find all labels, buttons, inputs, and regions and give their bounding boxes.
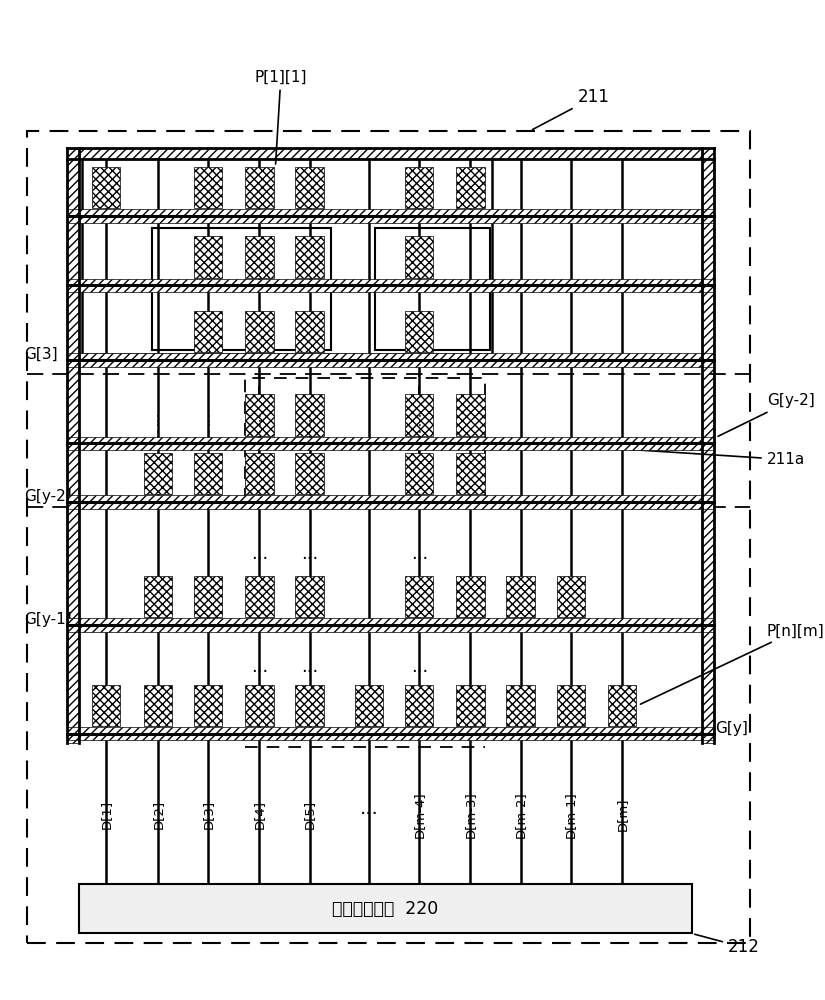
Bar bbox=[702, 148, 714, 743]
Text: D[2]: D[2] bbox=[152, 800, 164, 829]
Text: D[1]: D[1] bbox=[100, 800, 112, 829]
Bar bbox=[194, 576, 223, 617]
Text: 211a: 211a bbox=[491, 441, 805, 467]
Bar bbox=[92, 167, 120, 208]
Bar bbox=[405, 311, 433, 352]
Text: G[y-2]: G[y-2] bbox=[24, 489, 72, 504]
Text: ⋮
⋮: ⋮ ⋮ bbox=[412, 414, 427, 444]
Text: D[5]: D[5] bbox=[303, 800, 316, 829]
Bar bbox=[507, 685, 535, 726]
Bar bbox=[456, 453, 484, 494]
Bar bbox=[67, 437, 714, 450]
Text: ···: ··· bbox=[301, 663, 318, 681]
Text: D[4]: D[4] bbox=[252, 800, 266, 829]
Bar bbox=[194, 236, 223, 278]
Bar bbox=[67, 209, 714, 223]
Bar bbox=[245, 576, 274, 617]
Text: P[1][1]: P[1][1] bbox=[255, 70, 307, 164]
Bar bbox=[67, 353, 714, 367]
Bar bbox=[67, 495, 714, 509]
Text: G[y-2]: G[y-2] bbox=[718, 393, 814, 436]
Bar bbox=[405, 236, 433, 278]
Bar bbox=[405, 453, 433, 494]
Text: D[3]: D[3] bbox=[202, 800, 214, 829]
Text: ···: ··· bbox=[411, 663, 428, 681]
Bar bbox=[194, 311, 223, 352]
Bar bbox=[245, 394, 274, 436]
Bar bbox=[405, 576, 433, 617]
Text: G[3]: G[3] bbox=[24, 347, 57, 362]
Bar bbox=[26, 131, 750, 943]
Bar bbox=[295, 167, 323, 208]
Bar bbox=[295, 453, 323, 494]
Text: ⋮
⋮: ⋮ ⋮ bbox=[252, 414, 266, 444]
Text: ···: ··· bbox=[251, 663, 268, 681]
Bar bbox=[144, 453, 172, 494]
Text: D[m-3]: D[m-3] bbox=[464, 791, 477, 838]
Text: G[y]: G[y] bbox=[715, 721, 748, 736]
Bar bbox=[194, 167, 223, 208]
Bar bbox=[456, 685, 484, 726]
Bar bbox=[144, 576, 172, 617]
Bar bbox=[245, 311, 274, 352]
Bar bbox=[375, 228, 490, 350]
Bar bbox=[67, 148, 78, 743]
Text: ···: ··· bbox=[411, 550, 428, 568]
Text: G[y-1]: G[y-1] bbox=[24, 612, 72, 627]
Text: ···: ··· bbox=[301, 550, 318, 568]
Bar bbox=[78, 884, 692, 933]
Bar bbox=[456, 394, 484, 436]
Text: D[m]: D[m] bbox=[615, 797, 629, 831]
Bar bbox=[405, 685, 433, 726]
Bar bbox=[67, 618, 714, 632]
Text: D[m-2]: D[m-2] bbox=[514, 791, 527, 838]
Bar bbox=[245, 378, 484, 503]
Bar bbox=[144, 685, 172, 726]
Bar bbox=[245, 685, 274, 726]
Bar bbox=[295, 576, 323, 617]
Bar bbox=[67, 279, 714, 292]
Bar bbox=[295, 394, 323, 436]
Text: 212: 212 bbox=[695, 934, 760, 956]
Bar bbox=[405, 394, 433, 436]
Bar bbox=[245, 236, 274, 278]
Text: ···: ··· bbox=[251, 550, 268, 568]
Bar bbox=[245, 453, 274, 494]
Bar bbox=[82, 157, 493, 354]
Bar bbox=[92, 685, 120, 726]
Bar bbox=[245, 167, 274, 208]
Bar bbox=[295, 685, 323, 726]
Text: ⋮
⋮: ⋮ ⋮ bbox=[151, 414, 165, 444]
Bar bbox=[194, 453, 223, 494]
Text: P[n][m]: P[n][m] bbox=[640, 623, 824, 704]
Bar bbox=[557, 685, 585, 726]
Bar bbox=[67, 148, 714, 159]
Text: ⋮
⋮: ⋮ ⋮ bbox=[303, 414, 317, 444]
Bar bbox=[295, 236, 323, 278]
Bar bbox=[355, 685, 384, 726]
Bar bbox=[507, 576, 535, 617]
Bar bbox=[608, 685, 636, 726]
Bar bbox=[67, 727, 714, 740]
Bar bbox=[405, 167, 433, 208]
Text: D[m-4]: D[m-4] bbox=[412, 791, 426, 838]
Bar bbox=[194, 685, 223, 726]
Text: 211: 211 bbox=[532, 88, 609, 130]
Text: 源极驱动电路  220: 源极驱动电路 220 bbox=[332, 900, 438, 918]
Bar bbox=[557, 576, 585, 617]
Bar bbox=[153, 228, 332, 350]
Text: D[m-1]: D[m-1] bbox=[564, 791, 578, 838]
Bar bbox=[295, 311, 323, 352]
Text: ⋮
⋮: ⋮ ⋮ bbox=[201, 414, 215, 444]
Bar bbox=[456, 576, 484, 617]
Text: ···: ··· bbox=[360, 805, 379, 824]
Bar bbox=[456, 167, 484, 208]
